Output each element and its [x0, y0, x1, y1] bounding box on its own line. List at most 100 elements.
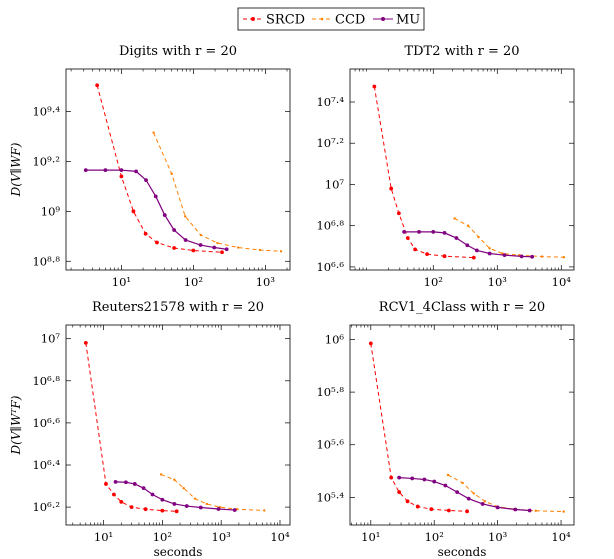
data-point-mu [172, 502, 177, 506]
series-line-mu [85, 169, 227, 250]
data-point-srcd [405, 499, 410, 504]
legend-box [237, 7, 425, 31]
chart-panel-4: RCV1_4Class with r = 20 10¹ 10² 10³ 10⁴ 10⁵·⁴… [316, 300, 575, 559]
x-tick-label: 10⁴ [551, 530, 571, 544]
data-point-srcd [442, 254, 447, 259]
data-point-srcd [191, 248, 196, 253]
data-point-mu [144, 178, 148, 183]
chart-title: TDT2 with r = 20 [404, 44, 519, 59]
data-point-srcd [172, 246, 177, 250]
data-point-srcd [372, 84, 377, 89]
data-point-srcd [405, 236, 410, 240]
x-tick-label: 10² [153, 530, 172, 544]
y-axis-label: D(V∥WᵀF) [9, 395, 23, 455]
series-mu [402, 229, 534, 259]
x-tick-label: 10² [424, 275, 443, 289]
data-point-ccd [562, 256, 566, 259]
data-point-srcd [413, 247, 417, 252]
data-point-srcd [397, 490, 402, 495]
data-point-mu [172, 228, 177, 232]
data-point-ccd [446, 473, 450, 477]
data-point-mu [113, 479, 118, 484]
series-line-ccd [454, 218, 564, 258]
data-point-srcd [415, 504, 420, 509]
chart-title: Reuters21578 with r = 20 [92, 300, 264, 315]
data-point-ccd [205, 502, 209, 506]
series-line-ccd [153, 132, 282, 252]
data-point-srcd [95, 83, 100, 88]
series-line-srcd [85, 342, 177, 512]
chart-panel-3: Reuters21578 with r = 20 10¹ 10² 10³ 10⁴ 10⁶·… [9, 300, 291, 559]
data-point-srcd [425, 252, 429, 257]
legend-label-ccd: CCD [335, 13, 365, 28]
series-mu [113, 479, 237, 512]
legend-entry-ccd: CCD [312, 13, 365, 28]
y-tick-label: 10⁶ [325, 332, 345, 346]
data-point-ccd [182, 486, 185, 490]
series-srcd [372, 84, 476, 260]
y-tick-label: 10⁵·⁶ [316, 438, 344, 452]
data-point-ccd [472, 492, 475, 495]
data-point-srcd [83, 340, 88, 345]
series-ccd [152, 131, 283, 253]
data-point-mu [160, 497, 165, 502]
series-line-srcd [370, 343, 468, 512]
data-point-mu [150, 492, 155, 497]
series-line-srcd [373, 86, 474, 259]
data-point-srcd [465, 509, 469, 514]
legend-marker-srcd [251, 17, 255, 21]
data-point-ccd [279, 250, 283, 253]
data-point-ccd [237, 246, 240, 249]
data-point-ccd [562, 510, 565, 513]
data-point-mu [119, 168, 124, 173]
data-point-ccd [466, 224, 470, 227]
plot-frame [349, 324, 575, 526]
x-tick-label: 10⁴ [270, 530, 290, 544]
data-point-ccd [540, 255, 544, 258]
data-point-srcd [143, 231, 148, 236]
series-mu [397, 475, 532, 513]
y-tick-label: 10⁷ [41, 332, 61, 346]
data-point-mu [530, 254, 534, 259]
legend-label-srcd: SRCD [266, 13, 305, 28]
y-tick-label: 10⁹ [41, 204, 61, 218]
x-axis-label: seconds [154, 545, 203, 559]
data-point-mu [184, 504, 189, 508]
data-point-ccd [501, 252, 504, 255]
legend-marker-ccd [320, 17, 324, 21]
data-point-mu [124, 480, 128, 485]
chart-title: RCV1_4Class with r = 20 [379, 300, 545, 315]
data-point-mu [132, 482, 137, 486]
data-point-srcd [155, 240, 159, 245]
plot-frame [65, 68, 291, 271]
data-point-srcd [446, 508, 451, 513]
legend-entry-mu: MU [373, 13, 420, 28]
data-point-srcd [119, 174, 124, 179]
x-tick-label: 10¹ [112, 275, 131, 289]
data-point-srcd [389, 475, 394, 480]
y-tick-label: 10⁶·⁶ [316, 260, 344, 274]
data-point-mu [224, 247, 229, 252]
x-tick-label: 10³ [488, 275, 508, 289]
series-ccd [446, 473, 565, 513]
y-tick-label: 10⁹·⁴ [32, 104, 60, 118]
data-point-ccd [263, 509, 266, 512]
series-line-mu [115, 481, 235, 511]
data-point-mu [455, 490, 460, 495]
data-point-ccd [477, 235, 480, 239]
data-point-mu [232, 508, 237, 512]
data-point-mu [474, 248, 479, 253]
series-srcd [83, 340, 179, 514]
data-point-mu [487, 251, 492, 256]
series-ccd [159, 473, 266, 512]
data-point-srcd [129, 505, 134, 510]
data-point-mu [198, 243, 203, 247]
data-point-ccd [173, 478, 176, 481]
data-point-mu [443, 483, 448, 488]
data-point-srcd [396, 211, 401, 216]
legend: SRCD CCD MU [237, 7, 425, 31]
series-ccd [453, 217, 566, 259]
data-point-mu [432, 479, 437, 484]
data-point-mu [212, 245, 217, 250]
